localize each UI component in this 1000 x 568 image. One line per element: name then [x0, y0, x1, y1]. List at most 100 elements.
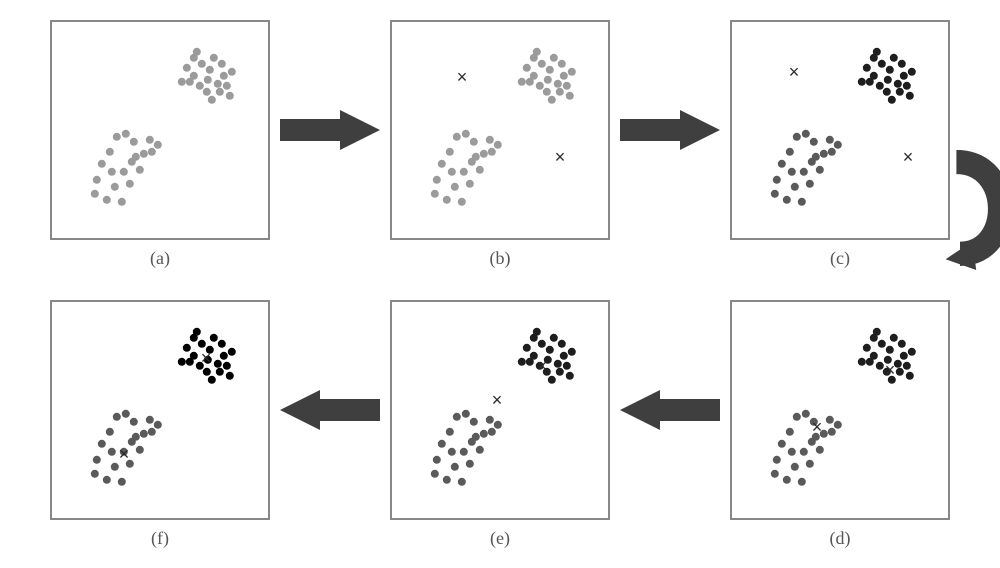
panel-c: ×× — [730, 20, 950, 240]
scatter-dot — [206, 66, 214, 74]
scatter-dot — [103, 196, 111, 204]
scatter-dot — [783, 476, 791, 484]
scatter-dot — [903, 362, 911, 370]
scatter-dot — [98, 440, 106, 448]
scatter-dot — [106, 148, 114, 156]
scatter-dot — [210, 334, 218, 342]
scatter-dot — [154, 141, 162, 149]
scatter-dot — [130, 138, 138, 146]
scatter-dot — [778, 160, 786, 168]
scatter-dot — [778, 440, 786, 448]
scatter-dot — [533, 48, 541, 56]
centroid-cross-icon: × — [492, 391, 503, 409]
scatter-dot — [546, 66, 554, 74]
scatter-dot — [802, 410, 810, 418]
scatter-dot — [136, 166, 144, 174]
scatter-dot — [210, 54, 218, 62]
scatter-dot — [451, 463, 459, 471]
scatter-dot — [771, 190, 779, 198]
scatter-dot — [568, 348, 576, 356]
scatter-dot — [566, 372, 574, 380]
scatter-dot — [130, 418, 138, 426]
scatter-dot — [858, 358, 866, 366]
scatter-dot — [788, 168, 796, 176]
scatter-dot — [488, 148, 496, 156]
flow-arrow-ab — [280, 110, 380, 150]
scatter-dot — [793, 413, 801, 421]
scatter-dot — [518, 78, 526, 86]
scatter-dot — [466, 460, 474, 468]
scatter-dot — [798, 478, 806, 486]
scatter-dot — [122, 410, 130, 418]
scatter-dot — [546, 346, 554, 354]
scatter-dot — [193, 328, 201, 336]
scatter-dot — [226, 372, 234, 380]
scatter-dot — [900, 72, 908, 80]
scatter-dot — [900, 352, 908, 360]
scatter-dot — [220, 72, 228, 80]
scatter-dot — [106, 428, 114, 436]
scatter-dot — [154, 421, 162, 429]
scatter-dot — [538, 340, 546, 348]
scatter-dot — [120, 168, 128, 176]
scatter-dot — [560, 72, 568, 80]
scatter-dot — [523, 64, 531, 72]
panel-label-a: (a) — [50, 248, 270, 269]
flow-arrow-ef — [280, 390, 380, 430]
figure-stage: (a)××(b)××(c)××(d)××(e)××(f) — [0, 0, 1000, 568]
scatter-dot — [113, 133, 121, 141]
scatter-dot — [223, 82, 231, 90]
scatter-dot — [91, 190, 99, 198]
scatter-dot — [91, 470, 99, 478]
panel-f: ×× — [50, 300, 270, 520]
scatter-dot — [798, 198, 806, 206]
scatter-dot — [178, 358, 186, 366]
scatter-dot — [828, 148, 836, 156]
scatter-dot — [228, 68, 236, 76]
panel-label-e: (e) — [390, 528, 610, 549]
scatter-dot — [526, 78, 534, 86]
scatter-dot — [431, 190, 439, 198]
scatter-dot — [466, 180, 474, 188]
scatter-dot — [198, 340, 206, 348]
scatter-dot — [878, 340, 886, 348]
scatter-dot — [186, 358, 194, 366]
scatter-dot — [223, 362, 231, 370]
scatter-dot — [556, 368, 564, 376]
scatter-dot — [460, 168, 468, 176]
scatter-dot — [458, 198, 466, 206]
panel-label-f: (f) — [50, 528, 270, 549]
panel-label-b: (b) — [390, 248, 610, 269]
scatter-dot — [111, 183, 119, 191]
scatter-dot — [793, 133, 801, 141]
scatter-dot — [560, 352, 568, 360]
scatter-dot — [544, 76, 552, 84]
scatter-dot — [148, 148, 156, 156]
scatter-dot — [526, 358, 534, 366]
scatter-dot — [896, 368, 904, 376]
centroid-cross-icon: × — [903, 148, 914, 166]
scatter-dot — [118, 198, 126, 206]
scatter-dot — [906, 92, 914, 100]
scatter-dot — [806, 460, 814, 468]
scatter-dot — [533, 328, 541, 336]
panel-label-c: (c) — [730, 248, 950, 269]
scatter-dot — [788, 448, 796, 456]
scatter-dot — [136, 446, 144, 454]
panel-a — [50, 20, 270, 240]
scatter-dot — [216, 368, 224, 376]
scatter-dot — [550, 334, 558, 342]
scatter-dot — [791, 463, 799, 471]
scatter-dot — [834, 141, 842, 149]
scatter-dot — [866, 78, 874, 86]
scatter-dot — [448, 448, 456, 456]
scatter-dot — [93, 456, 101, 464]
centroid-cross-icon: × — [789, 63, 800, 81]
scatter-dot — [470, 418, 478, 426]
scatter-dot — [476, 166, 484, 174]
scatter-dot — [800, 168, 808, 176]
centroid-cross-icon: × — [457, 68, 468, 86]
scatter-dot — [433, 456, 441, 464]
scatter-dot — [208, 376, 216, 384]
scatter-dot — [183, 344, 191, 352]
